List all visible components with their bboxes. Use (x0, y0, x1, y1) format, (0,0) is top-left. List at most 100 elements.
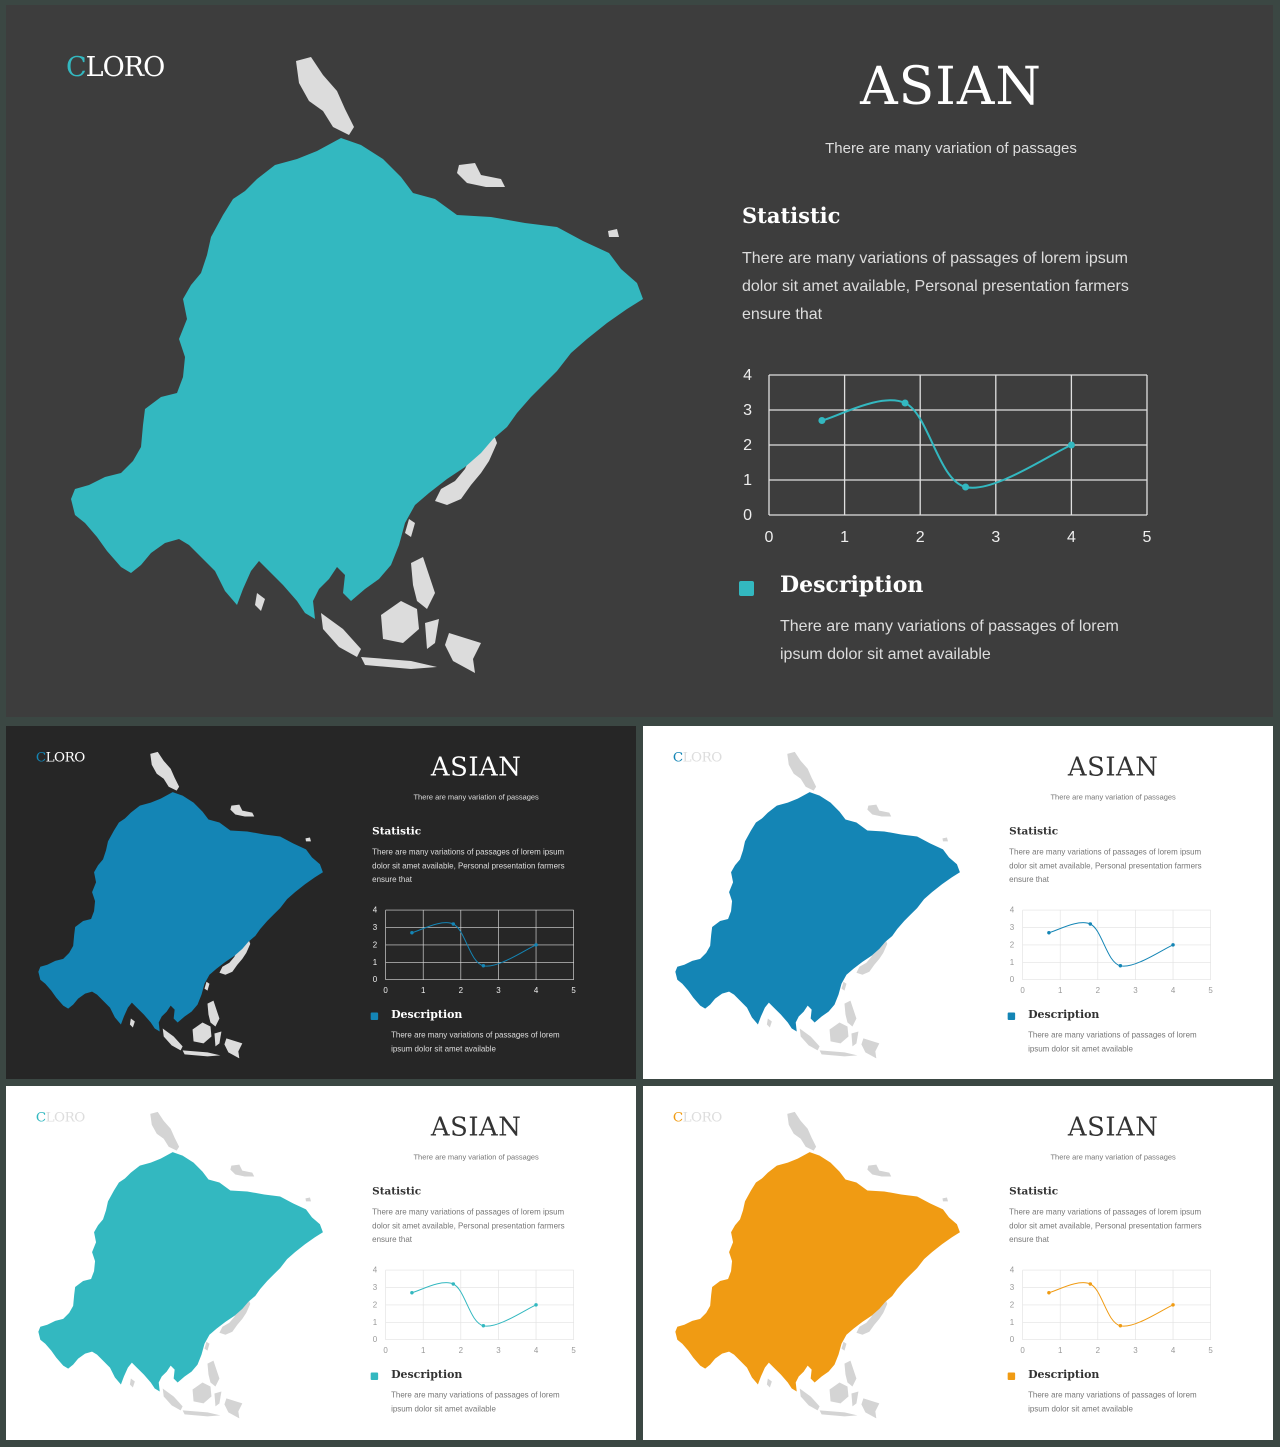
slide-light-orange[interactable]: CLORO ASIAN There are many variat (643, 1086, 1273, 1440)
x-tick-label: 4 (1067, 529, 1076, 546)
chart-points (1047, 922, 1175, 968)
y-tick-label: 3 (743, 402, 752, 419)
description-heading: Description (391, 1008, 463, 1022)
island-novaya-zemlya (150, 1111, 180, 1151)
slide-dark-teal[interactable]: CLORO ASIAN There are many variat (6, 5, 1273, 717)
logo: CLORO (672, 749, 722, 765)
data-point (410, 930, 414, 935)
island-small-north (305, 837, 311, 842)
island-taiwan (841, 1341, 847, 1351)
island-sumatra (799, 1388, 820, 1411)
y-tick-label: 4 (1010, 1266, 1015, 1275)
y-tick-label: 2 (1010, 940, 1015, 949)
island-philippines (844, 1000, 857, 1027)
slide-light-teal[interactable]: CLORO ASIAN There are many variat (6, 1086, 636, 1440)
logo: CLORO (66, 52, 165, 83)
asia-map (675, 1111, 960, 1419)
x-tick-label: 4 (534, 1346, 539, 1355)
island-java (182, 1050, 221, 1057)
island-sri-lanka (255, 593, 265, 611)
data-point (481, 964, 486, 968)
description-text: There are many variations of passages of… (391, 1030, 560, 1054)
island-sumatra (321, 613, 361, 657)
slide-content: CLORO ASIAN There are many variat (643, 1086, 1273, 1440)
x-tick-label: 0 (383, 1346, 388, 1355)
x-tick-label: 1 (421, 1346, 426, 1355)
mainland-asia (71, 138, 643, 619)
chart-points (1047, 1282, 1175, 1328)
y-tick-label: 3 (1010, 923, 1015, 932)
data-point (1171, 943, 1175, 947)
slide-dark-blue[interactable]: CLORO ASIAN There are many variat (6, 726, 636, 1079)
chart-x-ticks: 0 1 2 3 4 5 (383, 986, 576, 995)
y-tick-label: 1 (373, 958, 378, 967)
island-novaya-zemlya (787, 1111, 817, 1151)
description-heading: Description (780, 572, 924, 598)
y-tick-label: 1 (1010, 958, 1015, 967)
data-point (1047, 930, 1051, 935)
x-tick-label: 1 (840, 529, 849, 546)
x-tick-label: 5 (571, 1346, 576, 1355)
island-philippines (207, 1360, 220, 1387)
data-point (1047, 1290, 1051, 1295)
description-text: There are many variations of passages of… (391, 1390, 560, 1414)
y-tick-label: 2 (373, 940, 378, 949)
y-tick-label: 4 (743, 367, 752, 384)
data-point (534, 1303, 538, 1307)
chart-points (410, 922, 538, 968)
asia-map (38, 751, 323, 1059)
island-sulawesi (851, 1391, 859, 1407)
island-java (819, 1410, 858, 1417)
logo: CLORO (35, 749, 85, 765)
chart-x-ticks: 0 1 2 3 4 5 (383, 1346, 576, 1355)
island-sri-lanka (129, 1018, 135, 1028)
chart-series-line (821, 399, 1072, 489)
statistic-text: There are many variations of passages of… (742, 250, 1129, 323)
chart-points (818, 399, 1075, 491)
island-novaya-zemlya (787, 751, 817, 791)
island-sulawesi (214, 1031, 222, 1047)
slide-content: CLORO ASIAN There are many variat (643, 726, 1273, 1079)
data-point (1171, 1303, 1175, 1307)
island-small-north (608, 229, 619, 237)
y-tick-label: 1 (743, 472, 752, 489)
description-marker (1007, 1372, 1016, 1381)
mainland-asia (38, 792, 323, 1032)
x-tick-label: 1 (421, 986, 426, 995)
island-sri-lanka (129, 1378, 135, 1388)
y-tick-label: 0 (1010, 1335, 1015, 1344)
island-borneo (192, 1382, 212, 1404)
data-point (1088, 1282, 1093, 1286)
island-taiwan (405, 519, 415, 537)
mainland-asia (38, 1152, 323, 1392)
description-heading: Description (1028, 1008, 1100, 1022)
data-point (962, 483, 970, 491)
island-new-guinea (224, 1038, 243, 1059)
statistic-text: There are many variations of passages of… (1009, 1207, 1202, 1245)
island-taiwan (841, 981, 847, 991)
x-tick-label: 0 (1020, 986, 1025, 995)
asia-map (71, 57, 643, 673)
island-severnaya (457, 163, 505, 187)
page-subtitle: There are many variation of passages (1050, 1153, 1176, 1162)
x-tick-label: 2 (1096, 1346, 1101, 1355)
chart-x-ticks: 0 1 2 3 4 5 (1020, 986, 1213, 995)
slide-light-blue[interactable]: CLORO ASIAN There are many variat (643, 726, 1273, 1079)
description-heading: Description (391, 1368, 463, 1382)
y-tick-label: 0 (373, 1335, 378, 1344)
island-severnaya (230, 1164, 255, 1177)
slide-content: CLORO ASIAN There are many variat (6, 5, 1273, 717)
chart-points (410, 1282, 538, 1328)
logo: CLORO (672, 1109, 722, 1125)
page-title: ASIAN (1067, 751, 1159, 782)
statistic-heading: Statistic (372, 824, 422, 837)
data-point (1118, 964, 1123, 968)
y-tick-label: 3 (373, 923, 378, 932)
slide-content: CLORO ASIAN There are many variat (6, 1086, 636, 1440)
page-title: ASIAN (430, 751, 522, 782)
line-chart: 0 1 2 3 4 0 1 2 3 4 5 (743, 367, 1151, 546)
x-tick-label: 0 (383, 986, 388, 995)
y-tick-label: 3 (373, 1283, 378, 1292)
chart-grid (385, 909, 574, 981)
y-tick-label: 0 (1010, 975, 1015, 984)
